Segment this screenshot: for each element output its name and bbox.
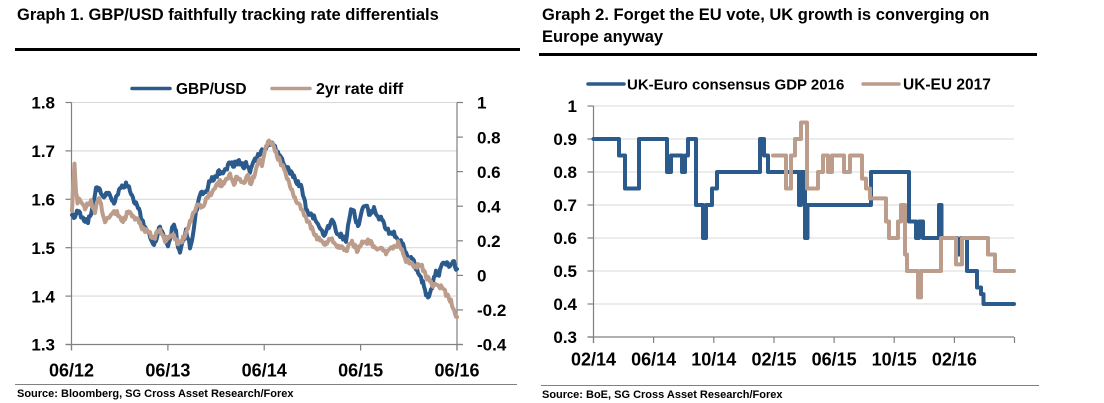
svg-text:0.6: 0.6 [553, 229, 577, 248]
svg-text:02/14: 02/14 [571, 350, 616, 370]
svg-text:0.6: 0.6 [477, 163, 501, 182]
svg-text:0.4: 0.4 [477, 197, 501, 216]
svg-text:06/15: 06/15 [812, 350, 857, 370]
svg-text:GBP/USD: GBP/USD [176, 81, 247, 98]
svg-text:06/15: 06/15 [338, 360, 383, 380]
svg-text:06/16: 06/16 [434, 360, 479, 380]
svg-text:1: 1 [477, 94, 486, 113]
svg-text:-0.4: -0.4 [477, 336, 507, 355]
svg-text:0.5: 0.5 [553, 262, 577, 281]
svg-text:1.4: 1.4 [31, 287, 55, 306]
svg-text:1.6: 1.6 [31, 191, 55, 210]
svg-text:10/14: 10/14 [691, 350, 736, 370]
svg-text:1.8: 1.8 [31, 94, 55, 113]
svg-text:0.3: 0.3 [553, 328, 577, 347]
svg-text:0.9: 0.9 [553, 130, 577, 149]
svg-text:06/14: 06/14 [631, 350, 676, 370]
svg-text:0.4: 0.4 [553, 295, 577, 314]
svg-text:06/13: 06/13 [145, 360, 190, 380]
svg-text:0.8: 0.8 [477, 128, 501, 147]
svg-text:-0.2: -0.2 [477, 301, 506, 320]
svg-text:1: 1 [568, 97, 577, 116]
svg-text:10/15: 10/15 [872, 350, 917, 370]
svg-text:1.7: 1.7 [31, 142, 55, 161]
svg-text:02/16: 02/16 [932, 350, 977, 370]
svg-text:2yr rate diff: 2yr rate diff [316, 81, 404, 98]
svg-text:1.5: 1.5 [31, 239, 55, 258]
svg-text:02/15: 02/15 [751, 350, 796, 370]
svg-text:06/14: 06/14 [242, 360, 287, 380]
svg-text:0.8: 0.8 [553, 163, 577, 182]
svg-text:1.3: 1.3 [31, 336, 55, 355]
svg-text:UK-EU 2017: UK-EU 2017 [903, 77, 991, 94]
svg-text:0: 0 [477, 267, 486, 286]
svg-text:0.7: 0.7 [553, 196, 577, 215]
svg-text:0.2: 0.2 [477, 232, 501, 251]
svg-text:06/12: 06/12 [49, 360, 94, 380]
svg-text:UK-Euro consensus GDP 2016: UK-Euro consensus GDP 2016 [627, 77, 844, 94]
